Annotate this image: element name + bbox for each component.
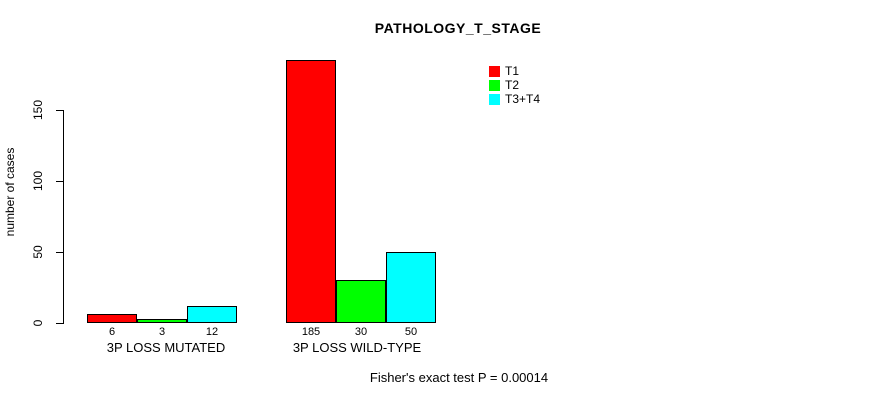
legend-label: T1 bbox=[505, 64, 520, 78]
bar-T2-group2 bbox=[336, 280, 386, 323]
stat-annotation: Fisher's exact test P = 0.00014 bbox=[369, 370, 549, 385]
y-tick-mark bbox=[56, 110, 63, 111]
legend-swatch-T3+T4 bbox=[489, 94, 500, 105]
bar-T3+T4-group1 bbox=[187, 306, 237, 323]
legend-row: T3+T4 bbox=[489, 92, 541, 106]
y-axis-title: number of cases bbox=[3, 147, 17, 237]
bar-value-label: 6 bbox=[108, 326, 116, 338]
y-tick-mark bbox=[56, 252, 63, 253]
bar-value-label: 12 bbox=[205, 326, 219, 338]
y-tick-mark bbox=[56, 181, 63, 182]
legend-swatch-T1 bbox=[489, 66, 500, 77]
y-tick-label: 0 bbox=[31, 319, 45, 327]
y-axis-line bbox=[63, 110, 64, 324]
legend-row: T2 bbox=[489, 78, 540, 92]
y-tick-label: 150 bbox=[31, 99, 45, 121]
legend-row: T1 bbox=[489, 64, 540, 78]
bar-T2-group1 bbox=[137, 319, 187, 323]
y-tick-label: 100 bbox=[31, 170, 45, 192]
legend-swatch-T2 bbox=[489, 80, 500, 91]
x-category-label: 3P LOSS WILD-TYPE bbox=[292, 340, 422, 355]
legend: T1 T2 T3+T4 bbox=[489, 64, 541, 108]
bar-value-label: 50 bbox=[404, 326, 418, 338]
legend-label: T2 bbox=[505, 78, 520, 92]
bar-value-label: 185 bbox=[301, 326, 321, 338]
bar-value-label: 30 bbox=[354, 326, 368, 338]
bar-value-label: 3 bbox=[158, 326, 166, 338]
x-category-label: 3P LOSS MUTATED bbox=[106, 340, 226, 355]
y-tick-mark bbox=[56, 323, 63, 324]
bar-T1-group1 bbox=[87, 314, 137, 323]
y-tick-label: 50 bbox=[31, 245, 45, 259]
legend-label: T3+T4 bbox=[505, 92, 541, 106]
bar-T1-group2 bbox=[286, 60, 336, 323]
chart-title: PATHOLOGY_T_STAGE bbox=[374, 20, 542, 36]
bar-T3+T4-group2 bbox=[386, 252, 436, 323]
